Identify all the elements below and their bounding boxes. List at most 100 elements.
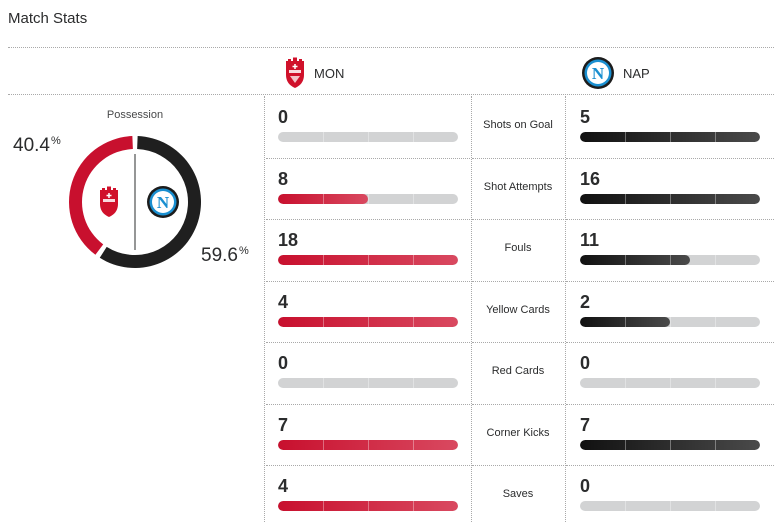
- away-stat-bar-fill: [580, 439, 760, 450]
- bar-tick: [715, 193, 716, 204]
- bar-tick: [413, 255, 414, 265]
- stat-label: Fouls: [504, 242, 532, 254]
- bar-tick: [625, 316, 626, 327]
- home-possession-arc: [69, 136, 133, 255]
- stat-label: Shot Attempts: [483, 180, 553, 193]
- bar-tick: [413, 316, 414, 327]
- stat-row: 0 Red Cards 0: [266, 342, 774, 404]
- bar-tick: [670, 378, 671, 388]
- away-stat-value: 0: [580, 353, 591, 373]
- home-stat-bar: [278, 378, 458, 388]
- away-stat-bar: [580, 439, 760, 450]
- bar-tick: [368, 316, 369, 327]
- home-team-abbr: MON: [314, 65, 345, 81]
- row-divider: [266, 342, 470, 343]
- stat-row: 8 Shot Attempts 16: [266, 158, 774, 220]
- bar-tick: [368, 378, 369, 388]
- napoli-crest-icon: N: [582, 57, 614, 89]
- monza-crest-icon: [286, 57, 304, 88]
- bar-tick: [323, 255, 324, 265]
- home-stat-bar: [278, 316, 458, 327]
- home-stats-column-divider: [471, 96, 472, 522]
- bar-tick: [368, 439, 369, 450]
- home-stat-bar-fill: [278, 255, 458, 265]
- away-stat-value: 7: [580, 414, 591, 435]
- away-team-abbr: NAP: [623, 65, 650, 81]
- bar-tick: [323, 193, 324, 204]
- bar-tick: [625, 501, 626, 511]
- row-divider: [472, 403, 564, 405]
- possession-column-divider: [264, 96, 265, 522]
- bar-tick: [368, 193, 369, 204]
- away-team-header: N NAP: [581, 56, 650, 90]
- away-stat-bar: [580, 378, 760, 388]
- away-stat-bar-fill: [580, 255, 690, 265]
- bar-tick: [625, 439, 626, 450]
- home-stat-value: 4: [278, 291, 289, 312]
- bar-tick: [413, 193, 414, 204]
- bar-tick: [413, 439, 414, 450]
- stat-label: Corner Kicks: [486, 426, 550, 439]
- away-stat-bar: [580, 316, 760, 327]
- stat-row: 4 Yellow Cards 2: [266, 281, 774, 343]
- match-stats-title: Match Stats: [8, 10, 88, 27]
- home-stat-bar: [278, 501, 458, 511]
- bar-tick: [323, 439, 324, 450]
- title-divider: [8, 47, 774, 48]
- bar-tick: [368, 255, 369, 265]
- donut-monza-crest-icon: [100, 186, 118, 217]
- away-stat-value: 16: [580, 168, 601, 189]
- away-stat-bar: [580, 501, 760, 511]
- row-divider: [266, 465, 470, 466]
- row-divider: [266, 280, 470, 282]
- bar-tick: [413, 501, 414, 511]
- bar-tick: [368, 501, 369, 511]
- bar-tick: [670, 255, 671, 265]
- home-stat-bar-fill: [278, 193, 368, 204]
- row-divider: [566, 280, 774, 282]
- bar-tick: [715, 378, 716, 388]
- stat-label: Saves: [502, 488, 534, 500]
- bar-tick: [323, 378, 324, 388]
- bar-tick: [670, 501, 671, 511]
- stat-label: Red Cards: [491, 365, 545, 377]
- bar-tick: [625, 132, 626, 142]
- away-possession-arc: [99, 136, 201, 268]
- row-divider: [472, 280, 564, 282]
- row-divider: [566, 157, 774, 159]
- row-divider: [566, 219, 774, 220]
- bar-tick: [625, 378, 626, 388]
- row-divider: [266, 403, 470, 405]
- row-divider: [472, 465, 564, 466]
- bar-tick: [715, 132, 716, 142]
- home-stat-bar-fill: [278, 439, 458, 450]
- home-stat-value: 0: [278, 107, 289, 127]
- home-stat-value: 8: [278, 168, 289, 189]
- stat-row: 0 Shots on Goal 5: [266, 96, 774, 158]
- bar-tick: [323, 501, 324, 511]
- away-stat-value: 5: [580, 107, 591, 127]
- bar-tick: [413, 132, 414, 142]
- away-stat-bar-fill: [580, 193, 760, 204]
- row-divider: [566, 403, 774, 405]
- away-stat-bar: [580, 193, 760, 204]
- away-stat-value: 2: [580, 291, 591, 312]
- stat-row: 18 Fouls 11: [266, 219, 774, 281]
- svg-text:N: N: [592, 64, 605, 83]
- home-stat-value: 7: [278, 414, 289, 435]
- bar-tick: [368, 132, 369, 142]
- row-divider: [266, 157, 470, 159]
- home-stat-value: 0: [278, 353, 289, 373]
- home-stat-bar-fill: [278, 501, 458, 511]
- row-divider: [472, 157, 564, 159]
- home-stat-bar-fill: [278, 316, 458, 327]
- bar-tick: [670, 193, 671, 204]
- possession-donut-chart: N: [69, 136, 201, 268]
- row-divider: [266, 219, 470, 220]
- away-stat-bar-fill: [580, 316, 670, 327]
- row-divider: [566, 465, 774, 466]
- row-divider: [472, 342, 564, 343]
- home-stat-value: 4: [278, 476, 289, 496]
- possession-label: Possession: [106, 109, 164, 121]
- bar-tick: [670, 439, 671, 450]
